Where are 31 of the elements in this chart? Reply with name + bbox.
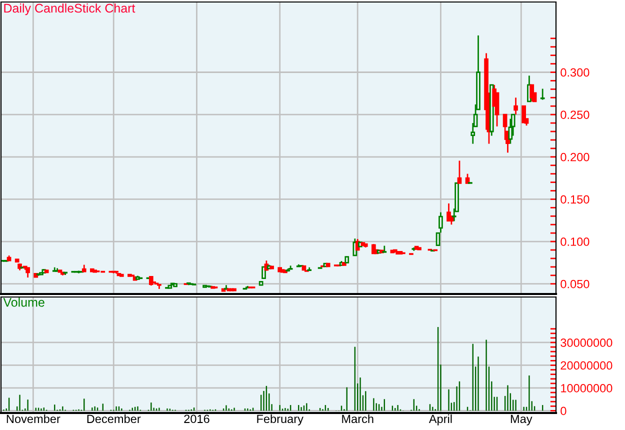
y-tick-label: 0 (560, 406, 566, 416)
chart-title: Daily CandleStick Chart (4, 3, 136, 16)
x-tick-label: November (6, 414, 60, 424)
y-tick-label: 0.300 (560, 68, 590, 77)
y-tick-label: 20000000 (560, 361, 612, 370)
candlestick (262, 266, 266, 280)
candlestick (372, 243, 376, 254)
x-tick-label: May (510, 414, 532, 426)
x-tick-label: 2016 (184, 414, 210, 424)
candlestick (457, 160, 462, 184)
x-tick-label: February (257, 414, 304, 426)
candlestick (438, 212, 443, 234)
x-tick-label: March (342, 414, 374, 424)
y-tick-label: 0.150 (560, 195, 590, 204)
y-tick-label: 0.200 (560, 152, 590, 162)
candlestick (522, 105, 526, 124)
y-tick-label: 0.100 (560, 238, 590, 246)
candlestick (514, 96, 518, 116)
y-tick-label: 10000000 (561, 384, 612, 392)
candlestick (508, 118, 513, 144)
candlestick (436, 232, 440, 246)
x-tick-label: December (87, 414, 141, 424)
candlestick (540, 88, 545, 100)
candlestick (502, 114, 508, 141)
x-tick-label: April (428, 414, 452, 426)
candlestick (26, 267, 30, 278)
candlestick (494, 92, 500, 128)
y-tick-label: 0.250 (560, 110, 590, 119)
y-tick-label: 30000000 (560, 338, 612, 347)
chart-title: Volume (3, 298, 44, 307)
y-tick-label: 0.050 (560, 280, 590, 288)
